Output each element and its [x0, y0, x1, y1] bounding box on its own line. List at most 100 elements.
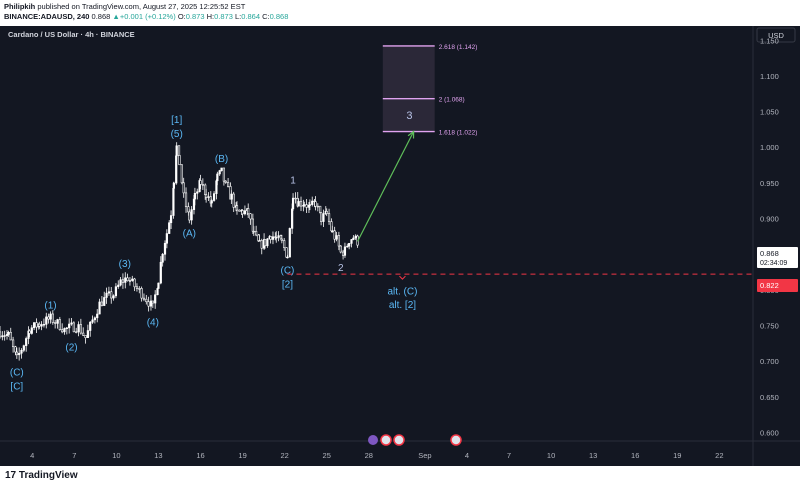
- candle-body: [249, 213, 252, 220]
- candle-body: [103, 297, 106, 306]
- y-tick-label: 0.600: [760, 428, 779, 437]
- candle-body: [11, 339, 15, 348]
- candle-body: [1, 335, 4, 338]
- candle-body: [352, 237, 355, 240]
- candle-body: [341, 251, 345, 256]
- candle-body: [196, 191, 199, 194]
- candle-body: [172, 188, 175, 216]
- wave-label: (4): [147, 318, 159, 329]
- candle-body: [235, 205, 239, 211]
- candle-body: [131, 278, 134, 281]
- split-event-icon[interactable]: [368, 435, 378, 445]
- candle-body: [333, 230, 336, 240]
- candle-body: [151, 300, 154, 304]
- level-badge: [757, 279, 798, 292]
- candle-body: [40, 324, 43, 327]
- price-change: +0.001 (+0.12%): [119, 12, 176, 21]
- candle-body: [188, 211, 191, 221]
- currency-label: USD: [768, 31, 784, 40]
- target-zone: 2.618 (1.142) 2 (1.068) 1.618 (1.022): [382, 44, 478, 137]
- candle-body: [7, 332, 10, 335]
- ohlc-line: BINANCE:ADAUSD, 240 0.868 ▲+0.001 (+0.12…: [4, 12, 288, 21]
- candle-body: [319, 205, 322, 213]
- candle-body: [89, 321, 92, 331]
- change-arrow-icon: ▲: [112, 12, 120, 21]
- x-tick-label: Sep: [418, 451, 431, 460]
- candle-body: [288, 228, 291, 258]
- candle-body: [247, 208, 250, 215]
- candle-body: [105, 292, 108, 298]
- price-chart[interactable]: Cardano / US Dollar · 4h · BINANCE USD 1…: [0, 26, 800, 466]
- candle-body: [9, 332, 12, 341]
- low-label: L:: [234, 12, 242, 21]
- candle-body: [121, 279, 125, 283]
- x-tick-label: 4: [465, 451, 469, 460]
- candle-body: [142, 297, 146, 300]
- fib-level-label: 1.618 (1.022): [439, 130, 478, 137]
- candle-body: [35, 322, 38, 328]
- x-tick-label: 10: [547, 451, 555, 460]
- y-tick-label: 1.050: [760, 108, 779, 117]
- x-tick-label: 22: [280, 451, 288, 460]
- candle-body: [5, 334, 9, 336]
- x-tick-label: 7: [507, 451, 511, 460]
- candle-body: [0, 331, 2, 338]
- candle-body: [243, 210, 247, 215]
- candle-body: [335, 235, 338, 240]
- candle-body: [286, 256, 289, 259]
- low-value: 0.864: [241, 12, 261, 21]
- candle-body: [348, 243, 351, 247]
- wave-label: alt. [2]: [389, 300, 416, 311]
- y-tick-label: 0.650: [760, 393, 779, 402]
- candle-body: [124, 277, 127, 283]
- wave-label: (3): [119, 259, 131, 270]
- candle-body: [42, 324, 46, 326]
- candle-body: [201, 184, 204, 186]
- candle-body: [3, 335, 6, 337]
- candle-body: [212, 193, 216, 201]
- candle-body: [275, 237, 278, 239]
- candle-body: [339, 245, 342, 253]
- candle-body: [263, 239, 267, 247]
- candle-body: [161, 253, 164, 263]
- us-flag-icon[interactable]: [450, 434, 462, 446]
- time-axis[interactable]: 4 7 10 13 16 19 22 25 28 Sep 4 7 10 13 16 19 22: [30, 451, 723, 460]
- currency-button[interactable]: [756, 27, 796, 43]
- candle-body: [159, 261, 162, 284]
- us-flag-icon[interactable]: [393, 434, 405, 446]
- x-tick-label: 28: [365, 451, 373, 460]
- candle-body: [216, 173, 219, 182]
- candle-body: [291, 208, 294, 229]
- candle-body: [110, 291, 113, 299]
- candle-body: [75, 331, 78, 333]
- candle-body: [63, 328, 66, 333]
- candle-body: [77, 324, 80, 333]
- candle-body: [260, 240, 263, 249]
- symbol-label[interactable]: BINANCE:ADAUSD, 240: [4, 12, 90, 21]
- high-value: 0.873: [214, 12, 233, 21]
- candle-body: [157, 282, 160, 289]
- wave-label: [2]: [282, 280, 293, 291]
- us-flag-icon[interactable]: [380, 434, 392, 446]
- wave-label: [1]: [171, 115, 182, 126]
- candle-body: [70, 322, 73, 325]
- chart-panel[interactable]: Cardano / US Dollar · 4h · BINANCE USD 1…: [0, 26, 800, 466]
- candle-body: [169, 215, 173, 224]
- candle-body: [175, 155, 178, 184]
- y-tick-label: 0.700: [760, 357, 779, 366]
- author-name[interactable]: Philipkih: [4, 2, 36, 11]
- candle-body: [86, 330, 89, 339]
- logo-text: TradingView: [18, 470, 78, 481]
- x-tick-label: 7: [72, 451, 76, 460]
- alt-marker: [399, 275, 406, 280]
- candle-body: [199, 180, 202, 185]
- candle-body: [354, 235, 357, 239]
- candle-body: [54, 322, 57, 324]
- open-value: 0.873: [185, 12, 205, 21]
- tradingview-logo[interactable]: 17 TradingView: [5, 470, 78, 481]
- candle-body: [182, 182, 185, 194]
- candle-body: [224, 180, 227, 183]
- candle-body: [68, 323, 71, 329]
- y-tick-label: 1.150: [760, 36, 779, 45]
- wave-label: (1): [44, 300, 56, 311]
